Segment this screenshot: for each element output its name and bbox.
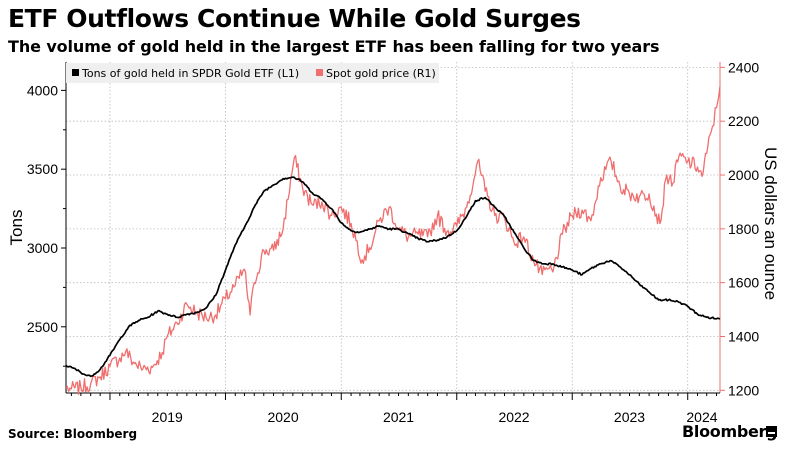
x-tick-label: 2020 (267, 409, 298, 425)
legend-swatch-gold (316, 69, 323, 76)
legend-label-gold: Spot gold price (R1) (326, 67, 436, 80)
series-lines (65, 86, 721, 395)
left-axis-title: Tons (7, 210, 26, 246)
chart-subtitle: The volume of gold held in the largest E… (8, 37, 660, 56)
right-tick-label: 1400 (728, 328, 759, 344)
axes: 2500 3000 3500 4000 1200 1400 1600 1800 2000 2200… (7, 59, 780, 425)
legend-background (66, 63, 439, 83)
right-tick-label: 1800 (728, 221, 759, 237)
right-tick-label: 2000 (728, 167, 759, 183)
left-tick-label: 2500 (27, 319, 58, 335)
right-tick-label: 1600 (728, 275, 759, 291)
x-tick-label: 2019 (152, 409, 183, 425)
legend: Tons of gold held in SPDR Gold ETF (L1) S… (66, 63, 439, 83)
right-axis-title: US dollars an ounce (761, 147, 780, 300)
legend-label-etf: Tons of gold held in SPDR Gold ETF (L1) (81, 67, 299, 80)
right-tick-label: 2200 (728, 113, 759, 129)
x-tick-label: 2022 (498, 409, 529, 425)
bloomberg-mark-icon (766, 426, 777, 437)
legend-swatch-etf (72, 69, 79, 76)
x-tick-label: 2021 (383, 409, 414, 425)
x-tick-label: 2024 (686, 409, 717, 425)
left-tick-label: 4000 (27, 82, 58, 98)
left-tick-label: 3000 (27, 240, 58, 256)
chart-title: ETF Outflows Continue While Gold Surges (8, 4, 581, 33)
etf-tons-line (65, 176, 721, 378)
bloomberg-logo: Bloomberg (682, 422, 778, 441)
right-tick-label: 1200 (728, 382, 759, 398)
right-tick-label: 2400 (728, 59, 759, 75)
left-tick-label: 3500 (27, 161, 58, 177)
gold-price-line (65, 86, 721, 395)
x-tick-label: 2023 (614, 409, 645, 425)
source-note: Source: Bloomberg (8, 427, 138, 441)
